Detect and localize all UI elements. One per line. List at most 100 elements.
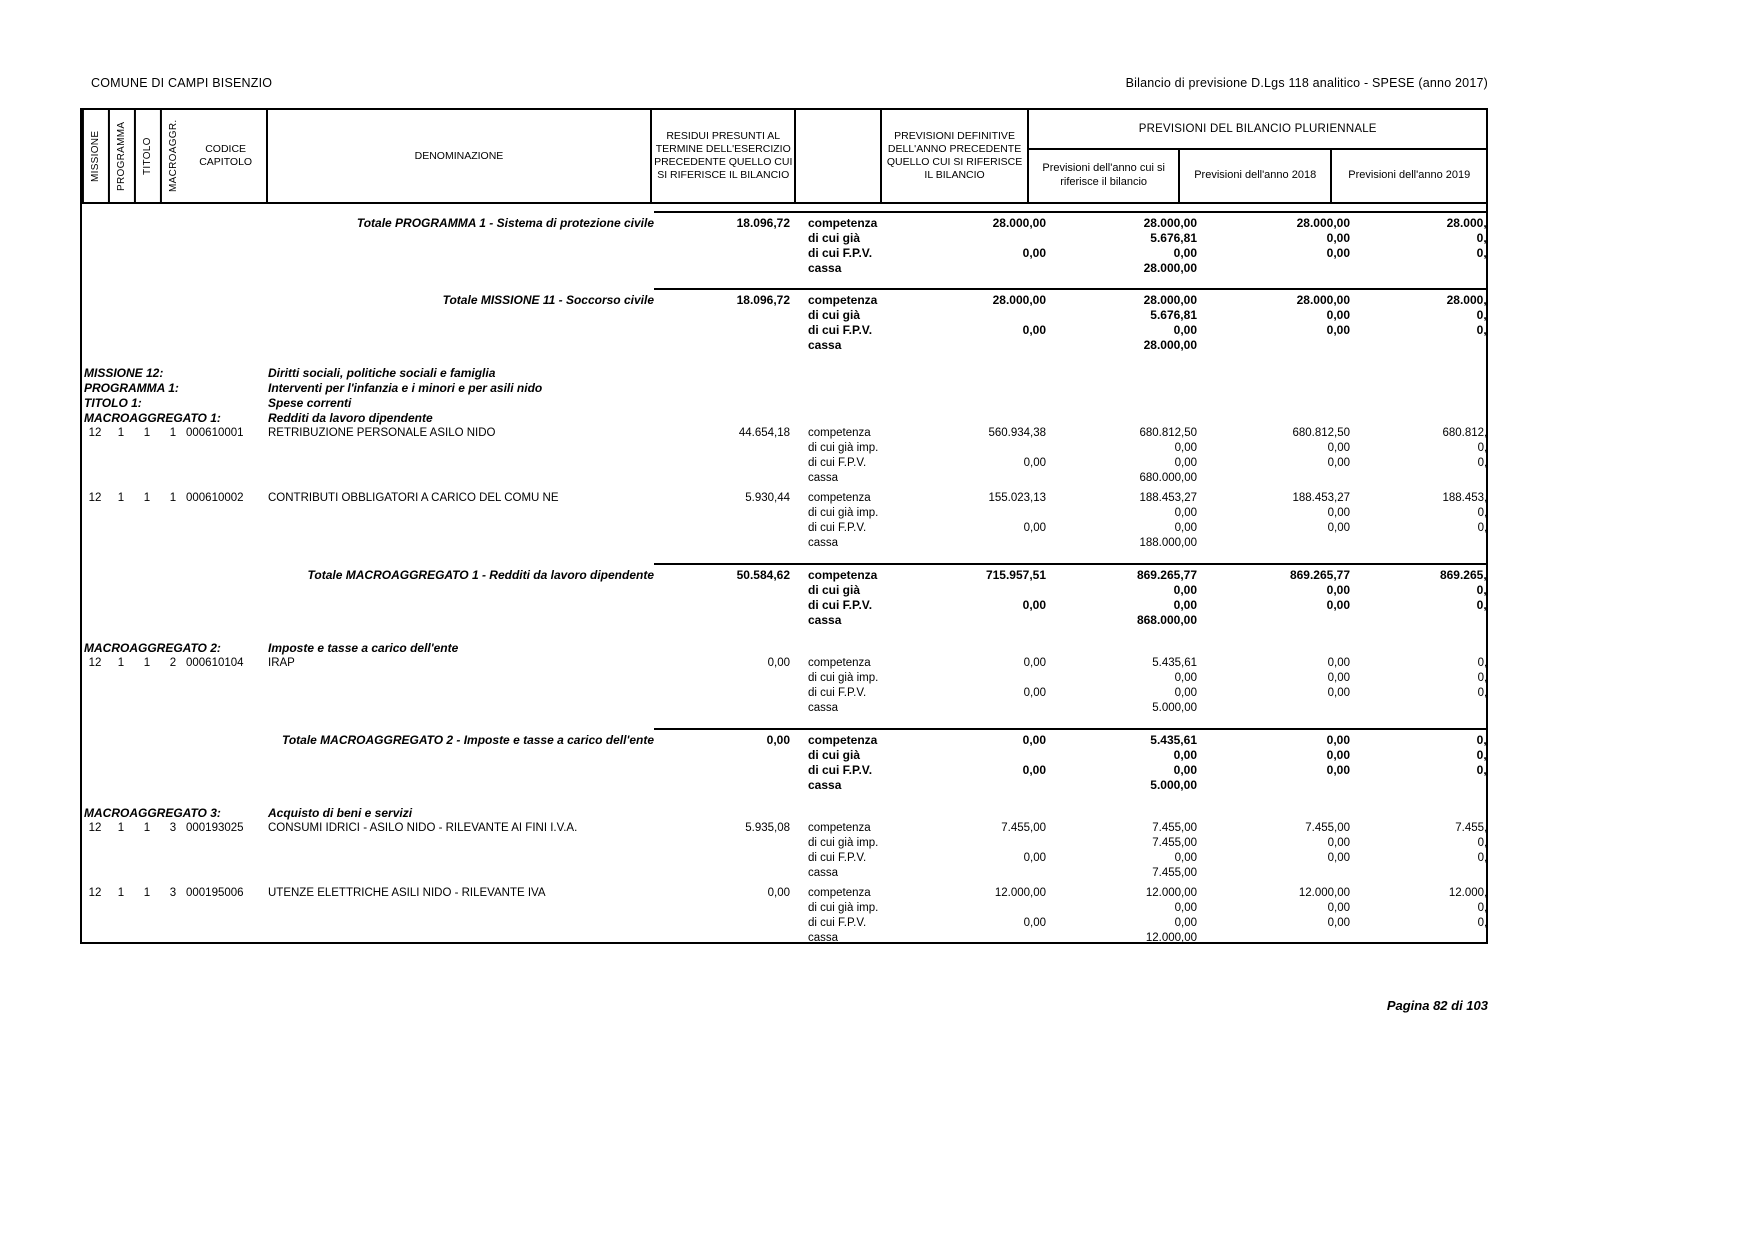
- cell-previsione-anno-2019: 680.812,50: [1442, 427, 1488, 439]
- report-title: Bilancio di previsione D.Lgs 118 analiti…: [1125, 76, 1488, 90]
- cell-macroaggregato: 3: [169, 887, 177, 899]
- page-number: Pagina 82 di 103: [1386, 998, 1488, 1013]
- cell-previsioni-definitive: 28.000,00: [992, 216, 1046, 230]
- cell-measure-label: competenza: [808, 427, 871, 439]
- cell-previsione-anno-corrente: 12.000,00: [1145, 887, 1197, 899]
- cell-previsione-anno-2019: 0,00: [1477, 917, 1488, 929]
- cell-measure-label: cassa: [808, 537, 839, 549]
- column-header-blank: [796, 110, 882, 202]
- cell-previsioni-definitive: 28.000,00: [992, 293, 1046, 307]
- cell-previsione-anno-2019: 188.453,27: [1442, 492, 1488, 504]
- cell-previsioni-definitive: 0,00: [1023, 917, 1046, 929]
- cell-previsione-anno-2018: 0,00: [1326, 308, 1350, 322]
- cell-measure-label: di cui F.P.V.: [808, 457, 867, 469]
- cell-previsione-anno-corrente: 5.435,61: [1150, 733, 1197, 747]
- cell-previsione-anno-2019: 0,00: [1476, 598, 1487, 612]
- cell-measure-label: competenza: [808, 492, 871, 504]
- cell-residui-presunti: 5.930,44: [745, 492, 790, 504]
- total-title: Totale PROGRAMMA 1 - Sistema di protezio…: [356, 216, 654, 230]
- cell-previsioni-definitive: 0,00: [1022, 246, 1046, 260]
- column-header-anno-corrente: Previsioni dell'anno cui si riferisce il…: [1029, 150, 1180, 202]
- cell-residui-presunti: 18.096,72: [736, 293, 790, 307]
- cell-measure-label: di cui F.P.V.: [808, 917, 867, 929]
- cell-previsione-anno-corrente: 28.000,00: [1143, 216, 1197, 230]
- cell-programma: 1: [117, 887, 125, 899]
- cell-previsione-anno-2018: 0,00: [1326, 748, 1350, 762]
- column-header-pluriennale-title: PREVISIONI DEL BILANCIO PLURIENNALE: [1029, 110, 1487, 150]
- total-separator-line: [654, 728, 1486, 730]
- cell-macroaggregato: 3: [169, 822, 177, 834]
- table-header-row: MISSIONE PROGRAMMA TITOLO MACROAGGR. COD…: [80, 108, 1488, 204]
- cell-previsione-anno-2018: 28.000,00: [1296, 293, 1350, 307]
- cell-measure-label: di cui già imp.: [808, 442, 879, 454]
- cell-measure-label: di cui già: [808, 748, 861, 762]
- cell-previsione-anno-corrente: 5.000,00: [1152, 702, 1197, 714]
- cell-previsioni-definitive: 0,00: [1022, 763, 1046, 777]
- cell-previsione-anno-2018: 188.453,27: [1292, 492, 1350, 504]
- cell-previsione-anno-2019: 28.000,00: [1446, 293, 1487, 307]
- cell-previsione-anno-2019: 0,00: [1476, 323, 1487, 337]
- classification-key: MACROAGGREGATO 2:: [84, 641, 221, 655]
- cell-previsione-anno-corrente: 0,00: [1174, 522, 1197, 534]
- cell-previsione-anno-corrente: 869.265,77: [1136, 568, 1197, 582]
- cell-previsione-anno-corrente: 188.453,27: [1139, 492, 1197, 504]
- cell-previsione-anno-corrente: 0,00: [1173, 763, 1197, 777]
- cell-measure-label: cassa: [808, 613, 842, 627]
- cell-previsione-anno-corrente: 0,00: [1174, 442, 1197, 454]
- classification-value: Spese correnti: [268, 396, 352, 410]
- cell-previsione-anno-2018: 0,00: [1326, 323, 1350, 337]
- cell-macroaggregato: 2: [169, 657, 177, 669]
- cell-measure-label: di cui già: [808, 308, 861, 322]
- cell-previsione-anno-2019: 0,00: [1477, 852, 1488, 864]
- cell-previsione-anno-2018: 0,00: [1327, 902, 1350, 914]
- cell-previsione-anno-2019: 0,00: [1477, 672, 1488, 684]
- cell-measure-label: di cui già imp.: [808, 837, 879, 849]
- cell-measure-label: competenza: [808, 733, 878, 747]
- cell-previsione-anno-2018: 0,00: [1326, 598, 1350, 612]
- cell-measure-label: di cui già imp.: [808, 672, 879, 684]
- cell-previsione-anno-2018: 0,00: [1327, 657, 1350, 669]
- cell-measure-label: di cui F.P.V.: [808, 323, 873, 337]
- budget-table: MISSIONE PROGRAMMA TITOLO MACROAGGR. COD…: [80, 108, 1488, 944]
- cell-previsione-anno-corrente: 0,00: [1174, 507, 1197, 519]
- cell-measure-label: cassa: [808, 261, 842, 275]
- cell-previsione-anno-2019: 12.000,00: [1448, 887, 1488, 899]
- cell-previsione-anno-corrente: 0,00: [1174, 457, 1197, 469]
- cell-previsione-anno-2019: 0,00: [1476, 308, 1487, 322]
- entity-name: COMUNE DI CAMPI BISENZIO: [91, 76, 273, 90]
- cell-previsioni-definitive: 0,00: [1022, 733, 1046, 747]
- cell-residui-presunti: 0,00: [767, 657, 790, 669]
- cell-codice-capitolo: 000195006: [186, 887, 244, 899]
- cell-denominazione: CONTRIBUTI OBBLIGATORI A CARICO DEL COMU…: [268, 492, 559, 504]
- cell-residui-presunti: 0,00: [767, 887, 790, 899]
- classification-key: TITOLO 1:: [84, 396, 142, 410]
- cell-previsioni-definitive: 0,00: [1023, 522, 1046, 534]
- cell-previsione-anno-corrente: 0,00: [1173, 323, 1197, 337]
- classification-value: Interventi per l'infanzia e i minori e p…: [268, 381, 543, 395]
- total-separator-line: [654, 288, 1486, 290]
- total-title: Totale MACROAGGREGATO 1 - Redditi da lav…: [307, 568, 654, 582]
- column-header-residui-presunti: RESIDUI PRESUNTI AL TERMINE DELL'ESERCIZ…: [652, 110, 797, 202]
- cell-previsione-anno-2019: 0,00: [1477, 522, 1488, 534]
- cell-previsione-anno-2019: 0,00: [1477, 837, 1488, 849]
- cell-previsione-anno-2018: 0,00: [1326, 231, 1350, 245]
- cell-residui-presunti: 44.654,18: [738, 427, 790, 439]
- cell-previsione-anno-corrente: 680.000,00: [1139, 472, 1197, 484]
- cell-titolo: 1: [143, 822, 151, 834]
- cell-previsione-anno-2019: 0,00: [1477, 457, 1488, 469]
- cell-previsione-anno-2019: 0,00: [1477, 902, 1488, 914]
- cell-measure-label: di cui già imp.: [808, 507, 879, 519]
- cell-previsione-anno-2019: 0,00: [1477, 442, 1488, 454]
- cell-previsione-anno-2018: 0,00: [1327, 507, 1350, 519]
- cell-measure-label: di cui già: [808, 231, 861, 245]
- cell-previsione-anno-2019: 0,00: [1477, 507, 1488, 519]
- total-title: Totale MISSIONE 11 - Soccorso civile: [442, 293, 654, 307]
- cell-previsione-anno-corrente: 7.455,00: [1152, 822, 1197, 834]
- column-header-denominazione: DENOMINAZIONE: [268, 110, 653, 202]
- classification-value: Redditi da lavoro dipendente: [268, 411, 433, 425]
- column-header-group-pluriennale: PREVISIONI DEL BILANCIO PLURIENNALE Prev…: [1029, 110, 1487, 202]
- cell-previsione-anno-corrente: 28.000,00: [1143, 261, 1197, 275]
- cell-residui-presunti: 0,00: [766, 733, 790, 747]
- cell-previsione-anno-2018: 0,00: [1327, 917, 1350, 929]
